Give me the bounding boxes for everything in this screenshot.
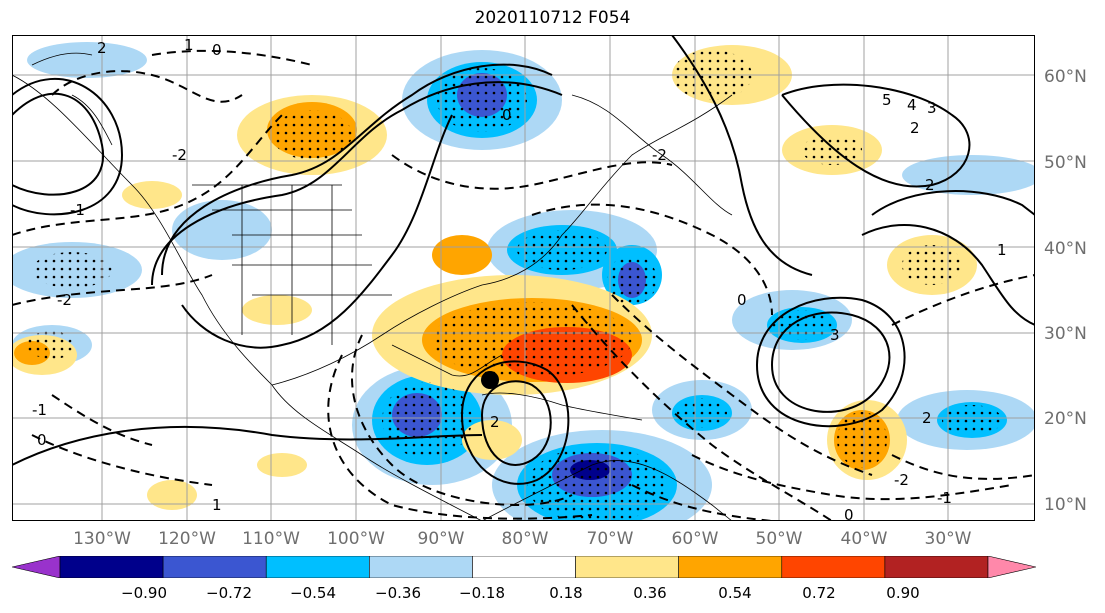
contour-label: 0 xyxy=(737,291,747,309)
colorbar-tick: −0.90 xyxy=(121,584,167,602)
colorbar-tick: −0.36 xyxy=(375,584,421,602)
map-frame xyxy=(12,35,1035,521)
colorbar-tick: −0.72 xyxy=(206,584,252,602)
lon-label: 120°W xyxy=(158,529,216,549)
lon-label: 90°W xyxy=(417,529,465,549)
graticule xyxy=(12,35,1035,521)
colorbar-tick: 0.54 xyxy=(718,584,752,602)
colorbar-segment xyxy=(678,556,783,578)
lat-label: 60°N xyxy=(1044,67,1087,87)
contour-label: 3 xyxy=(927,99,937,117)
contour-label: -2 xyxy=(652,146,667,164)
lon-label: 100°W xyxy=(327,529,385,549)
lon-label: 30°W xyxy=(924,529,972,549)
colorbar-segment xyxy=(59,556,164,578)
lat-label: 20°N xyxy=(1044,409,1087,429)
contour-label: 2 xyxy=(97,39,107,57)
colorbar-segment xyxy=(575,556,679,578)
lon-label: 60°W xyxy=(671,529,719,549)
contour-label: 2 xyxy=(910,119,920,137)
contour-label: 2 xyxy=(925,176,935,194)
contour-label: -2 xyxy=(894,471,909,489)
contour-label: 0 xyxy=(502,106,512,124)
colorbar-tick: 0.18 xyxy=(549,584,583,602)
contour-label: 0 xyxy=(212,41,222,59)
colorbar xyxy=(12,556,1036,578)
colorbar-segment xyxy=(884,556,989,578)
lon-label: 110°W xyxy=(242,529,300,549)
colorbar-tick: −0.54 xyxy=(290,584,336,602)
contour-label: 1 xyxy=(212,496,222,514)
colorbar-tick: 0.90 xyxy=(886,584,920,602)
colorbar-segment xyxy=(162,556,267,578)
lon-label: 130°W xyxy=(73,529,131,549)
contour-label: -1 xyxy=(32,401,47,419)
contour-label: -2 xyxy=(57,291,72,309)
lat-label: 40°N xyxy=(1044,239,1087,259)
plot-title: 2020110712 F054 xyxy=(474,8,631,28)
negative-contours xyxy=(12,49,1035,521)
colorbar-segment xyxy=(369,556,473,578)
contour-label: -1 xyxy=(70,201,85,219)
contour-label: 5 xyxy=(882,91,892,109)
lat-label: 10°N xyxy=(1044,495,1087,515)
contour-label: 2 xyxy=(490,413,500,431)
colorbar-tick: −0.18 xyxy=(459,584,505,602)
contour-label: 3 xyxy=(830,326,840,344)
lon-label: 50°W xyxy=(755,529,803,549)
colorbar-tick: 0.36 xyxy=(633,584,667,602)
colorbar-segment xyxy=(265,556,370,578)
colorbar-segment xyxy=(781,556,886,578)
lat-label: 30°N xyxy=(1044,324,1087,344)
lon-label: 40°W xyxy=(840,529,888,549)
lat-label: 50°N xyxy=(1044,153,1087,173)
colorbar-segment xyxy=(987,556,1036,578)
weather-map: 2 1 0 -2 -1 5 4 3 2 1 0 -2 2 0 -2 -1 2 1… xyxy=(12,35,1035,521)
contour-labels: 2 1 0 -2 -1 5 4 3 2 1 0 -2 2 0 -2 -1 2 1… xyxy=(32,36,1007,521)
colorbar-segment xyxy=(472,556,576,578)
contour-label: -1 xyxy=(937,489,952,507)
contour-label: 0 xyxy=(37,431,47,449)
contour-label: 4 xyxy=(907,96,917,114)
storm-center-marker xyxy=(481,371,499,389)
contour-label: 1 xyxy=(997,241,1007,259)
lon-label: 80°W xyxy=(501,529,549,549)
colorbar-tick: 0.72 xyxy=(802,584,836,602)
contour-label: 0 xyxy=(844,506,854,521)
positive-contours xyxy=(12,35,1035,485)
lon-label: 70°W xyxy=(586,529,634,549)
contour-label: 1 xyxy=(184,36,194,54)
contour-label: -2 xyxy=(172,146,187,164)
contour-label: 2 xyxy=(922,409,932,427)
colorbar-segment xyxy=(12,556,61,578)
